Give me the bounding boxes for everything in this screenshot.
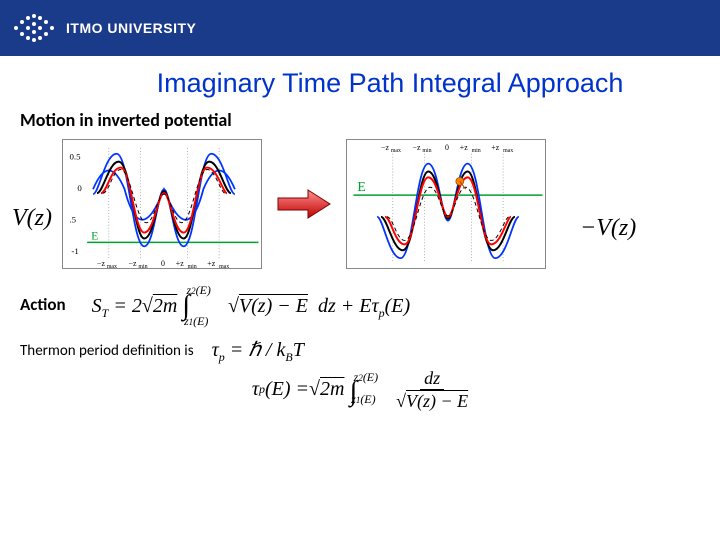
svg-text:−z: −z (129, 259, 137, 268)
svg-text:0: 0 (445, 143, 449, 152)
action-row: Action ST = 2√2m ∫z1(E)z2(E) √V(z) − E d… (20, 288, 720, 321)
svg-text:0: 0 (77, 183, 82, 193)
svg-text:0: 0 (161, 259, 165, 268)
svg-text:min: min (188, 264, 197, 269)
svg-text:+z: +z (176, 259, 184, 268)
svg-text:E: E (91, 228, 98, 242)
svg-text:min: min (422, 148, 431, 154)
action-label: Action (20, 294, 66, 315)
svg-text:+z: +z (460, 143, 468, 152)
svg-text:max: max (219, 264, 229, 269)
svg-text:max: max (107, 264, 117, 269)
svg-text:−z: −z (381, 143, 389, 152)
thermon-row: Thermon period definition is τp = ℏ / kB… (20, 337, 720, 365)
svg-text:.5: .5 (69, 215, 76, 225)
svg-text:max: max (391, 148, 401, 154)
arrow-icon (276, 186, 332, 227)
svg-text:max: max (503, 148, 513, 154)
svg-text:min: min (138, 264, 147, 269)
svg-text:0.5: 0.5 (69, 152, 81, 162)
svg-text:−z: −z (413, 143, 421, 152)
subtitle: Motion in inverted potential (20, 109, 720, 131)
action-formula: ST = 2√2m ∫z1(E)z2(E) √V(z) − E dz + Eτp… (92, 288, 411, 321)
itmo-logo-icon (12, 10, 56, 46)
potential-label-left: V(z) (12, 205, 52, 232)
tau-row: τp(E) = √2m ∫z1(E)z2(E) dz √V(z) − E (0, 369, 720, 410)
tau-formula: τp(E) = √2m ∫z1(E)z2(E) dz √V(z) − E (252, 369, 468, 410)
svg-text:−z: −z (97, 259, 105, 268)
thermon-formula: τp = ℏ / kBT (212, 337, 304, 365)
chart-left: 0.5 0 .5 -1 E −zmax −zmin 0 +zmin +zmax (62, 139, 262, 269)
svg-text:E: E (357, 179, 365, 194)
svg-text:+z: +z (207, 259, 215, 268)
svg-text:-1: -1 (71, 246, 78, 256)
university-name: ITMO UNIVERSITY (66, 20, 196, 36)
chart-right: −zmax −zmin 0 +zmin +zmax E (346, 139, 546, 269)
thermon-label: Thermon period definition is (20, 342, 194, 360)
svg-text:+z: +z (491, 143, 499, 152)
charts-row: V(z) 0.5 0 .5 -1 E −zmax −zmin 0 +zmin +… (28, 139, 720, 274)
svg-text:min: min (472, 148, 481, 154)
slide-title: Imaginary Time Path Integral Approach (60, 68, 720, 99)
header-bar: ITMO UNIVERSITY (0, 0, 720, 56)
potential-label-right: −V(z) (580, 215, 636, 242)
